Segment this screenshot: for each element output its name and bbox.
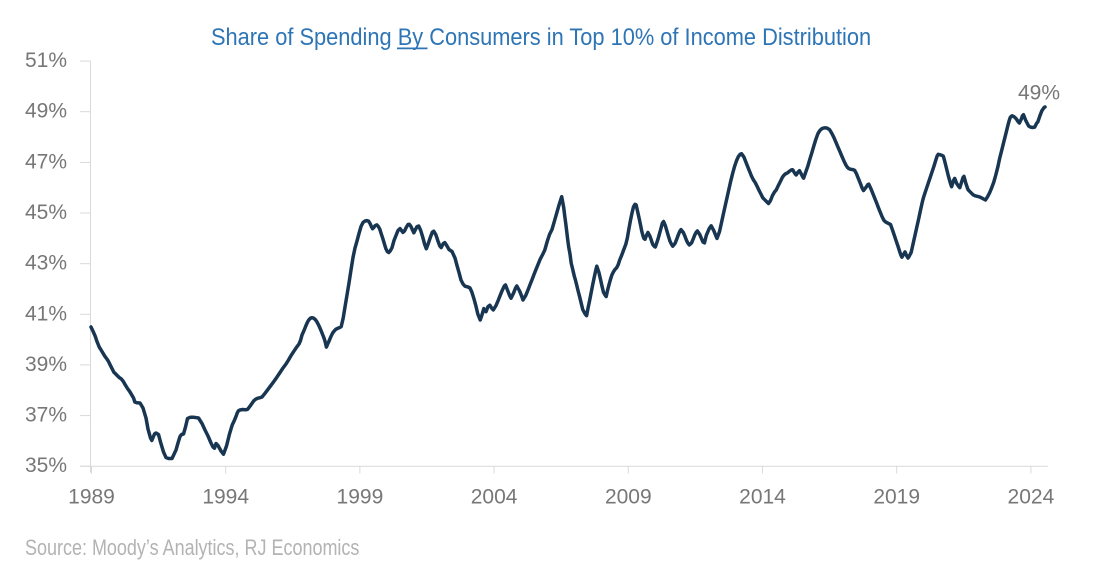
svg-text:49%: 49% <box>1018 81 1060 104</box>
svg-text:2004: 2004 <box>471 485 518 508</box>
svg-text:39%: 39% <box>25 353 67 376</box>
svg-text:41%: 41% <box>25 302 67 325</box>
svg-text:2019: 2019 <box>873 485 920 508</box>
svg-text:2024: 2024 <box>1008 485 1055 508</box>
svg-text:1989: 1989 <box>68 485 115 508</box>
svg-text:1994: 1994 <box>202 485 249 508</box>
svg-text:2014: 2014 <box>739 485 786 508</box>
svg-text:49%: 49% <box>25 100 67 123</box>
svg-text:43%: 43% <box>25 252 67 275</box>
svg-text:51%: 51% <box>25 49 67 72</box>
svg-text:Share of Spending By Consumers: Share of Spending By Consumers in Top 10… <box>211 23 871 50</box>
svg-text:45%: 45% <box>25 201 67 224</box>
svg-text:47%: 47% <box>25 150 67 173</box>
svg-text:37%: 37% <box>25 404 67 427</box>
svg-text:2009: 2009 <box>605 485 652 508</box>
svg-text:Source: Moody’s Analytics, RJ: Source: Moody’s Analytics, RJ Economics <box>25 536 359 560</box>
svg-text:1999: 1999 <box>337 485 384 508</box>
svg-text:35%: 35% <box>25 454 67 477</box>
